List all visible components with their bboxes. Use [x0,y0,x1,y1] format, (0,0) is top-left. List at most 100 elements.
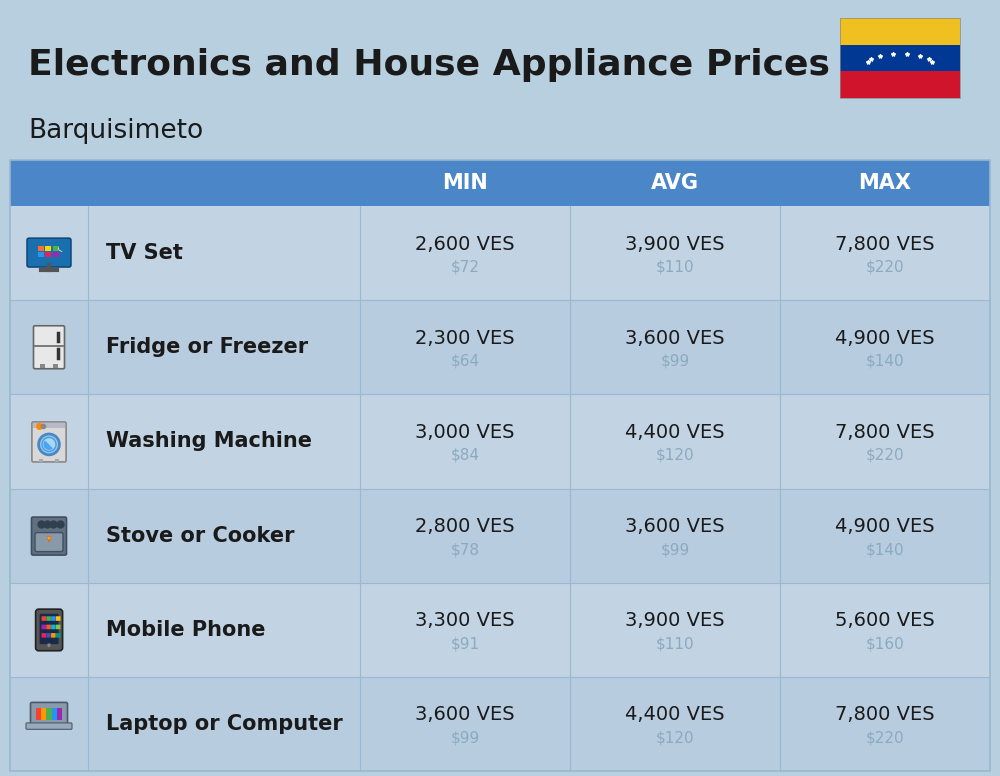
Bar [88,677,360,771]
Bar [88,160,360,206]
Bar [360,300,570,394]
Bar [10,206,88,300]
Text: $110: $110 [656,260,694,275]
Bar [360,489,570,583]
FancyBboxPatch shape [32,517,66,555]
Text: $140: $140 [866,542,904,557]
Bar [45,252,51,257]
Bar [780,160,990,206]
Text: 4,900 VES: 4,900 VES [835,517,935,536]
Bar [57,708,62,720]
Text: $91: $91 [450,636,480,651]
Circle shape [42,438,56,452]
Bar [360,394,570,489]
Bar [780,677,990,771]
FancyBboxPatch shape [36,708,62,720]
Text: AVG: AVG [651,173,699,193]
Bar [840,18,960,45]
Bar [88,206,360,300]
Bar [39,459,43,462]
Bar [10,394,88,489]
Text: 7,800 VES: 7,800 VES [835,234,935,254]
Bar [88,394,360,489]
Bar [10,300,88,394]
Text: ◟: ◟ [58,242,62,252]
FancyBboxPatch shape [35,532,63,552]
Text: 3,900 VES: 3,900 VES [625,234,725,254]
Bar [360,583,570,677]
Bar [780,206,990,300]
Bar [570,160,780,206]
Text: 3,600 VES: 3,600 VES [625,329,725,348]
Bar [38,246,44,251]
Bar [570,394,780,489]
Text: 4,900 VES: 4,900 VES [835,329,935,348]
Text: $72: $72 [450,260,480,275]
FancyBboxPatch shape [51,625,56,629]
FancyBboxPatch shape [42,633,46,638]
Text: 4,400 VES: 4,400 VES [625,705,725,725]
FancyBboxPatch shape [30,702,68,726]
Bar [780,394,990,489]
Bar [360,677,570,771]
Bar [570,300,780,394]
Bar [33,424,65,428]
Text: $78: $78 [450,542,480,557]
Wedge shape [47,536,51,541]
Text: 7,800 VES: 7,800 VES [835,423,935,442]
Text: TV Set: TV Set [106,243,183,263]
Text: 2,600 VES: 2,600 VES [415,234,515,254]
Circle shape [39,434,59,455]
Bar [88,489,360,583]
Text: Barquisimeto: Barquisimeto [28,118,203,144]
Text: $120: $120 [656,448,694,463]
FancyBboxPatch shape [32,422,66,462]
Text: 3,000 VES: 3,000 VES [415,423,515,442]
Bar [41,708,46,720]
Text: 3,600 VES: 3,600 VES [415,705,515,725]
Text: 2,300 VES: 2,300 VES [415,329,515,348]
Bar [46,708,52,720]
Text: 4,400 VES: 4,400 VES [625,423,725,442]
Bar [88,583,360,677]
FancyBboxPatch shape [36,609,63,651]
FancyBboxPatch shape [46,625,51,629]
Bar [55,459,59,462]
Bar [36,708,41,720]
Text: 3,300 VES: 3,300 VES [415,611,515,630]
Bar [53,246,59,251]
Text: Laptop or Computer: Laptop or Computer [106,714,343,734]
Bar [840,71,960,98]
FancyBboxPatch shape [56,625,60,629]
Bar [360,206,570,300]
Bar [53,252,59,257]
Bar [10,677,88,771]
FancyBboxPatch shape [34,326,64,369]
Bar [10,160,990,771]
Bar [38,252,44,257]
Bar [570,489,780,583]
FancyBboxPatch shape [51,616,56,621]
Text: $140: $140 [866,354,904,369]
Bar [570,583,780,677]
Circle shape [47,643,51,647]
Text: $220: $220 [866,448,904,463]
Wedge shape [47,536,51,542]
Text: Mobile Phone: Mobile Phone [106,620,266,639]
Text: $99: $99 [450,730,480,746]
Bar [840,45,960,71]
Text: Washing Machine: Washing Machine [106,431,312,452]
FancyBboxPatch shape [42,616,46,621]
Bar [780,583,990,677]
FancyBboxPatch shape [42,625,46,629]
Text: $120: $120 [656,730,694,746]
Text: $220: $220 [866,730,904,746]
FancyBboxPatch shape [40,614,59,644]
Bar [570,206,780,300]
Bar [52,708,57,720]
Text: 3,600 VES: 3,600 VES [625,517,725,536]
Text: MAX: MAX [858,173,912,193]
Text: 3,900 VES: 3,900 VES [625,611,725,630]
Text: $84: $84 [450,448,480,463]
Text: 5,600 VES: 5,600 VES [835,611,935,630]
